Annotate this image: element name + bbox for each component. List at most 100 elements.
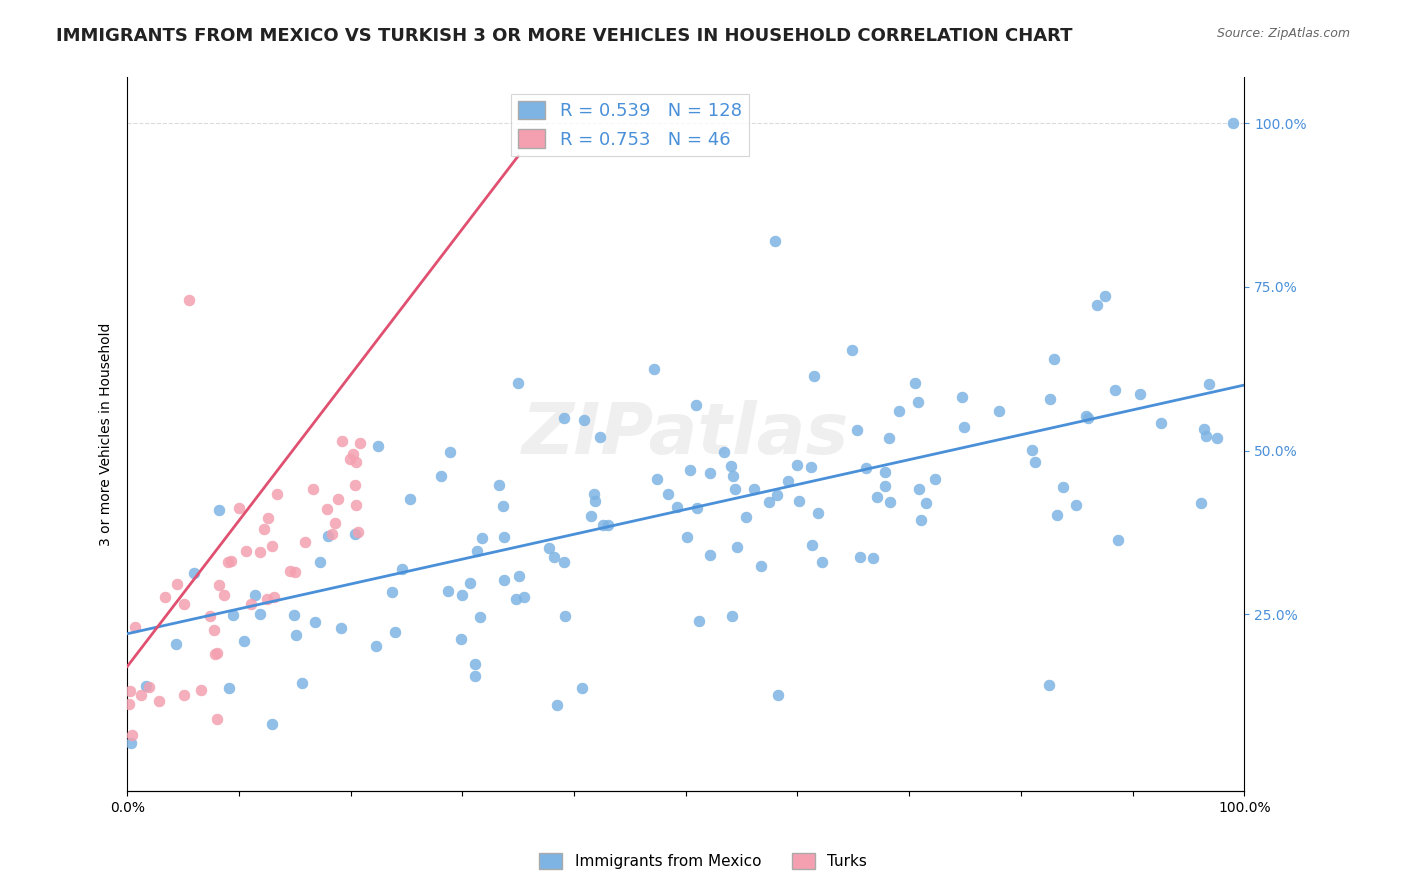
Point [846,423,869,437]
Point [914,496,936,510]
Point [987,404,1010,418]
Text: IMMIGRANTS FROM MEXICO VS TURKISH 3 OR MORE VEHICLES IN HOUSEHOLD CORRELATION CH: IMMIGRANTS FROM MEXICO VS TURKISH 3 OR M… [56,27,1073,45]
Point [889,403,911,417]
Point [505,592,527,607]
Point [924,472,946,486]
Point [458,576,481,591]
Point [124,620,146,634]
Point [1074,409,1097,423]
Point [492,574,515,588]
Point [1052,480,1074,494]
Point [666,500,689,514]
Point [222,607,245,622]
Point [190,683,212,698]
Point [800,459,823,474]
Point [1038,392,1060,406]
Point [879,494,901,508]
Point [470,532,492,546]
Point [430,468,453,483]
Point [508,569,530,583]
Point [875,465,897,479]
Point [344,527,367,541]
Point [553,555,575,569]
Point [278,564,301,578]
Point [183,566,205,580]
Point [204,647,226,661]
Point [291,675,314,690]
Point [129,688,152,702]
Point [437,584,460,599]
Point [571,681,593,695]
Point [723,482,745,496]
Point [344,478,367,492]
Point [302,483,325,497]
Point [347,525,370,540]
Point [1192,421,1215,435]
Point [1077,410,1099,425]
Point [807,506,830,520]
Point [464,657,486,671]
Point [803,369,825,384]
Point [120,736,142,750]
Point [316,529,339,543]
Point [1195,428,1218,442]
Point [332,434,354,449]
Point [208,578,231,592]
Point [686,500,709,515]
Point [776,475,799,489]
Point [177,293,200,307]
Point [950,390,973,404]
Point [321,526,343,541]
Point [583,487,606,501]
Point [253,522,276,536]
Point [217,555,239,569]
Point [165,637,187,651]
Point [553,411,575,425]
Point [262,539,284,553]
Point [910,513,932,527]
Point [554,609,576,624]
Point [657,487,679,501]
Point [678,462,700,476]
Point [1085,298,1108,312]
Point [325,516,347,530]
Point [235,544,257,558]
Point [450,588,472,602]
Point [1189,496,1212,510]
Point [720,458,742,473]
Point [439,445,461,459]
Point [855,461,877,475]
Point [228,500,250,515]
Point [1046,508,1069,523]
Point [841,343,863,358]
Point [239,597,262,611]
Point [464,669,486,683]
Point [787,493,810,508]
Point [699,466,721,480]
Point [734,510,756,524]
Y-axis label: 3 or more Vehicles in Household: 3 or more Vehicles in Household [100,322,114,546]
Point [1064,498,1087,512]
Point [166,577,188,591]
Point [725,540,748,554]
Point [766,488,789,502]
Point [205,712,228,726]
Point [1129,387,1152,401]
Point [207,646,229,660]
Point [768,688,790,702]
Point [538,541,561,555]
Point [309,555,332,569]
Point [908,483,931,497]
Point [384,625,406,640]
Point [342,447,364,461]
Point [952,419,974,434]
Point [488,477,510,491]
Point [904,376,927,390]
Point [873,478,896,492]
Point [1222,116,1244,130]
Point [304,615,326,629]
Point [506,376,529,390]
Point [249,607,271,621]
Point [329,621,352,635]
Point [862,551,884,566]
